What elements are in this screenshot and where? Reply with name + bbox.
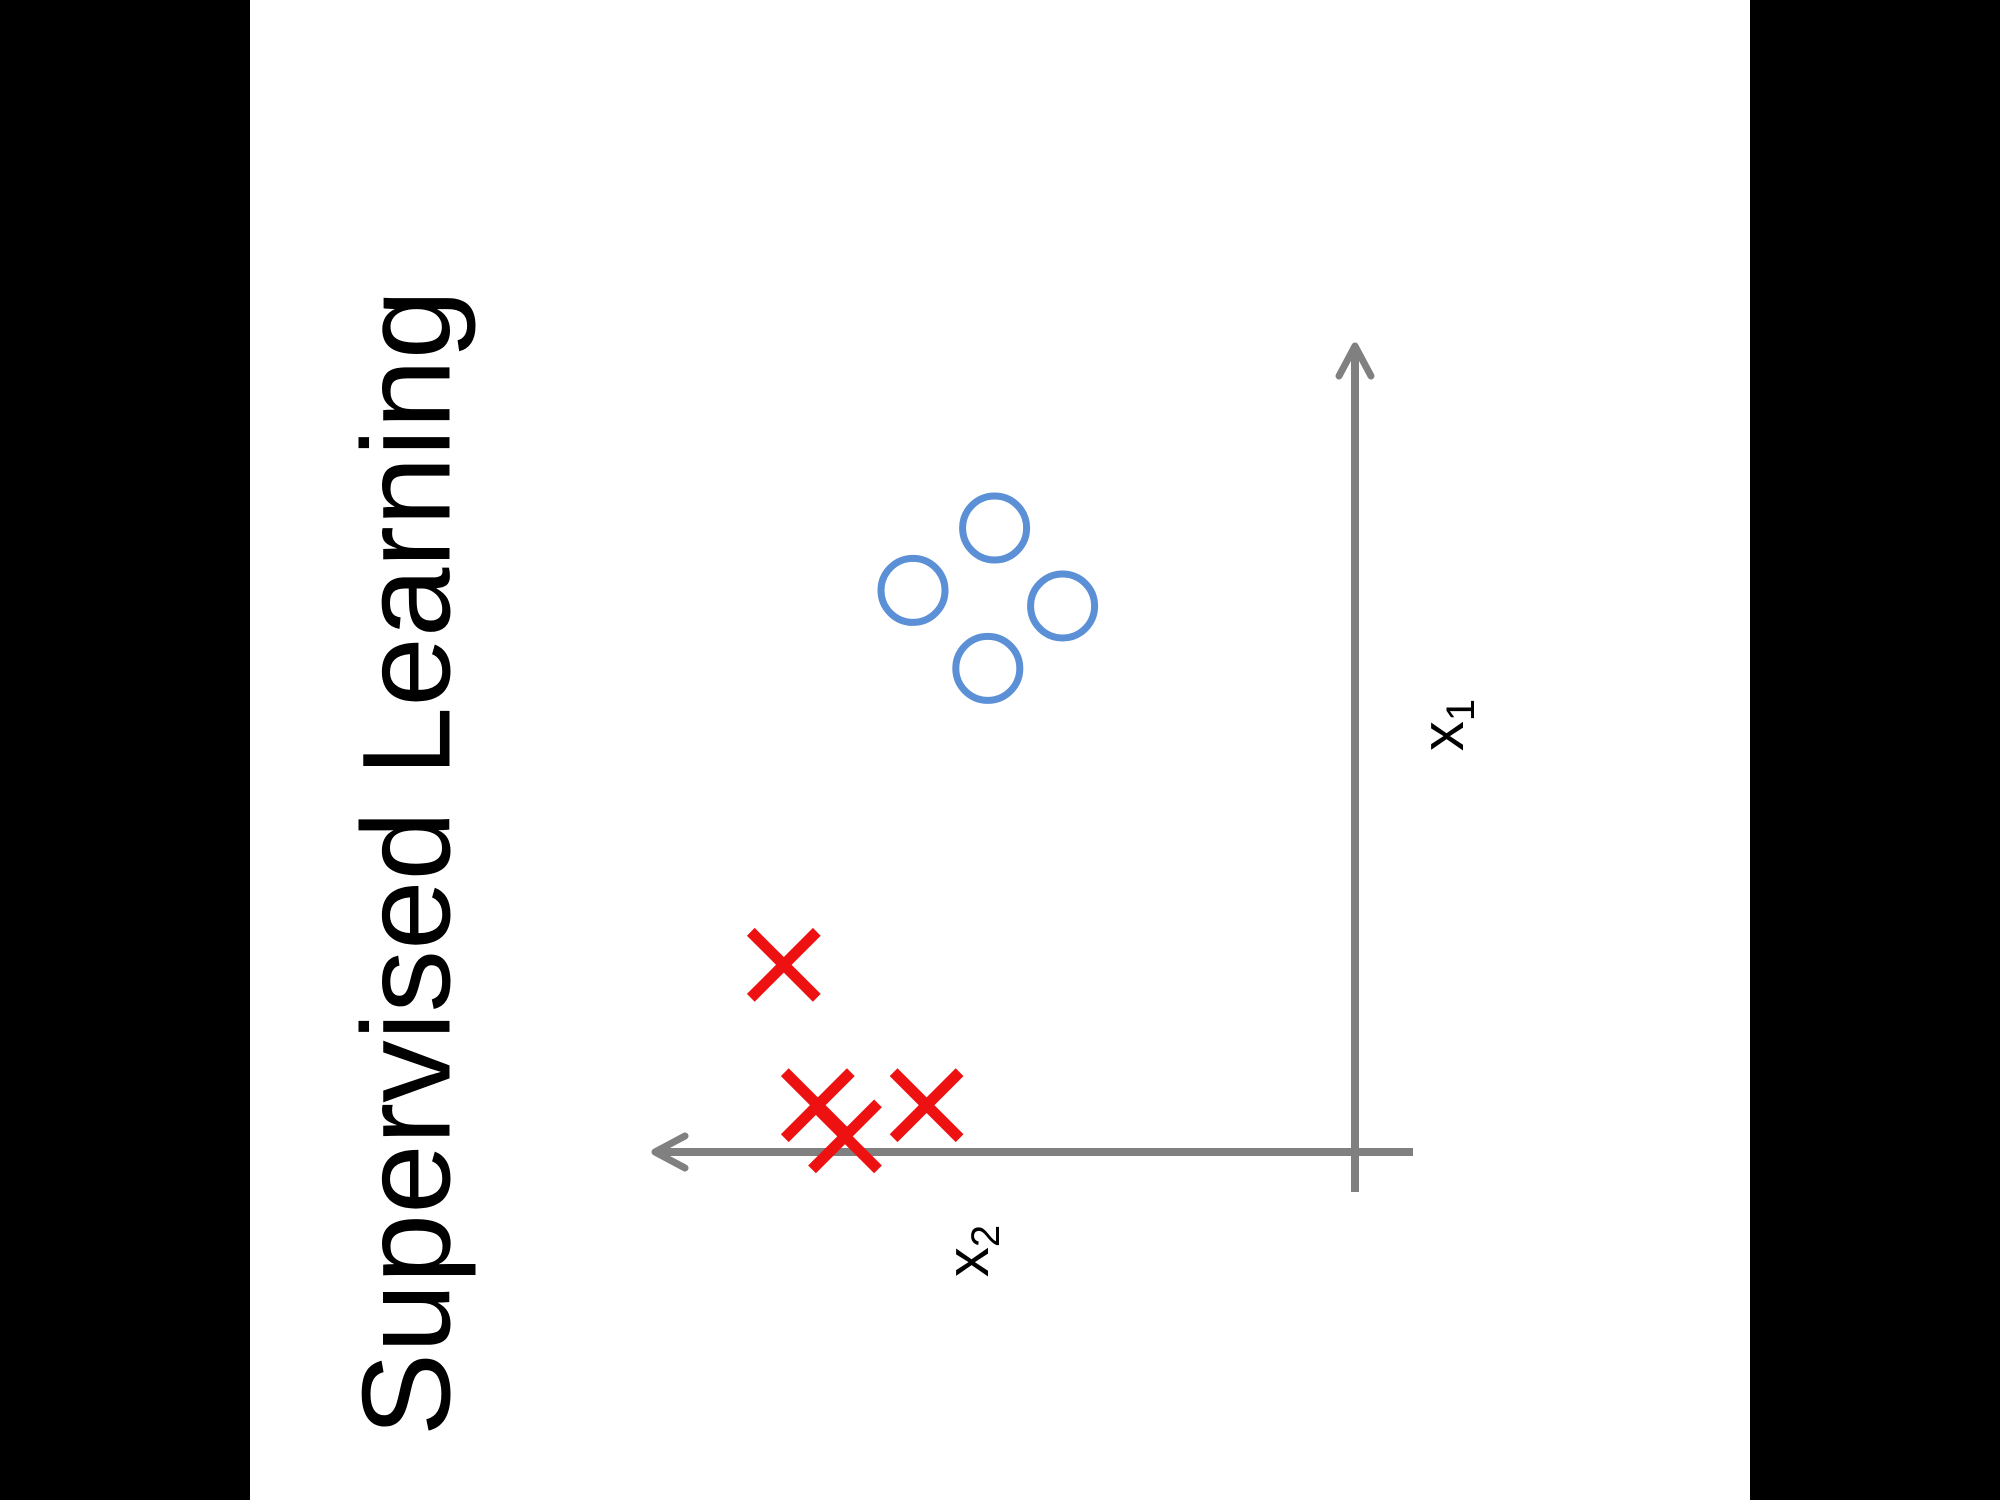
circle-point xyxy=(1027,570,1099,642)
circle-point xyxy=(877,554,949,626)
cross-point-stroke xyxy=(808,1099,882,1174)
slide: x1 x2 Supervised Learning xyxy=(250,0,1750,1500)
cross-point xyxy=(889,1068,964,1143)
cross-point-stroke xyxy=(746,927,821,1002)
x2-axis-label: x2 xyxy=(934,1225,1008,1277)
x1-axis-label: x1 xyxy=(1409,699,1483,751)
x2-axis-arrowhead xyxy=(651,1132,689,1172)
scatter-plot: x1 x2 xyxy=(651,342,1483,1277)
circle-point xyxy=(959,492,1031,564)
cross-point-stroke xyxy=(889,1068,964,1143)
data-points xyxy=(746,492,1099,1174)
cross-point xyxy=(746,927,821,1002)
cross-point xyxy=(808,1099,882,1174)
axes xyxy=(651,342,1413,1192)
x1-axis-arrowhead xyxy=(1335,342,1375,380)
axis-labels: x1 x2 xyxy=(934,699,1483,1277)
circle-point xyxy=(952,632,1024,704)
